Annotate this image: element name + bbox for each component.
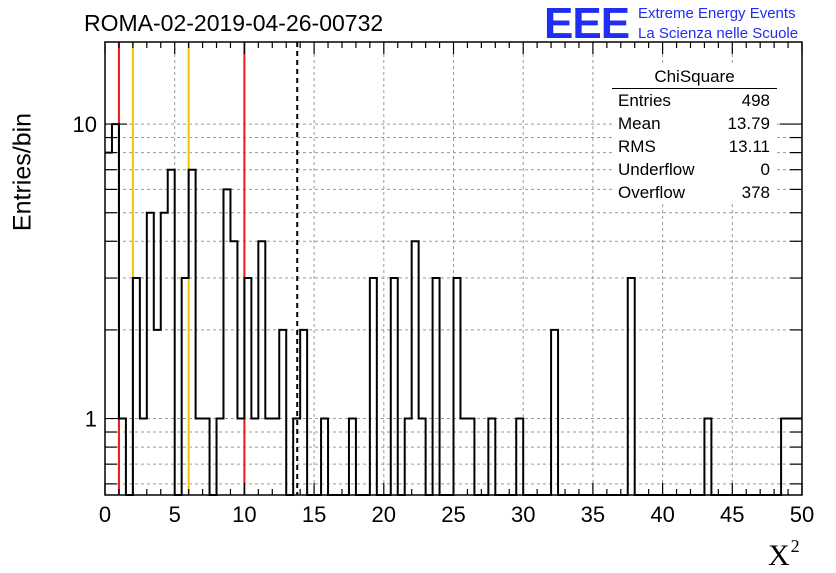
reference-lines <box>117 42 299 495</box>
x-axis-label-text: X <box>768 539 790 572</box>
x-tick-label: 50 <box>790 502 814 527</box>
tick-labels: 0 5 10 15 20 25 30 35 40 45 50 1 10 <box>73 112 815 527</box>
stats-row-mean: Mean 13.79 <box>612 112 777 135</box>
x-tick-label: 15 <box>302 502 326 527</box>
stats-row-entries: Entries 498 <box>612 89 777 112</box>
x-tick-label: 5 <box>169 502 181 527</box>
logo-line-2: La Scienza nelle Scuole <box>638 25 799 42</box>
y-tick-label: 1 <box>85 407 97 432</box>
stats-value: 13.11 <box>728 137 770 156</box>
x-axis-label-superscript: 2 <box>790 536 800 556</box>
x-tick-label: 45 <box>720 502 744 527</box>
stats-title: ChiSquare <box>612 66 777 89</box>
stats-row-rms: RMS 13.11 <box>612 135 777 158</box>
x-axis-label: X2 <box>768 536 800 573</box>
x-tick-label: 35 <box>581 502 605 527</box>
logo-line-1: Extreme Energy Events <box>638 5 796 22</box>
chart-title: ROMA-02-2019-04-26-00732 <box>84 10 384 36</box>
stats-key: Underflow <box>618 160 695 179</box>
stats-value: 13.79 <box>727 114 770 133</box>
x-tick-label: 20 <box>372 502 396 527</box>
eee-logo: EEE Extreme Energy Events La Scienza nel… <box>544 2 836 46</box>
stats-key: Mean <box>618 114 661 133</box>
stats-value: 0 <box>760 160 770 179</box>
stats-key: RMS <box>618 137 656 156</box>
stats-value: 498 <box>741 91 770 110</box>
x-tick-label: 25 <box>441 502 465 527</box>
stats-key: Overflow <box>618 183 686 202</box>
stats-value: 378 <box>741 183 770 202</box>
x-tick-label: 30 <box>511 502 535 527</box>
x-tick-label: 0 <box>99 502 111 527</box>
eee-logo-mark: EEE <box>544 0 630 48</box>
stats-row-underflow: Underflow 0 <box>612 158 777 181</box>
stats-key: Entries <box>618 91 671 110</box>
stats-row-overflow: Overflow 378 <box>612 181 777 204</box>
y-tick-label: 10 <box>73 112 97 137</box>
x-tick-label: 40 <box>650 502 674 527</box>
x-tick-label: 10 <box>232 502 256 527</box>
stats-box: ChiSquare Entries 498 Mean 13.79 RMS 13.… <box>612 66 777 204</box>
axis-ticks <box>104 42 803 495</box>
plot-frame <box>104 41 803 496</box>
